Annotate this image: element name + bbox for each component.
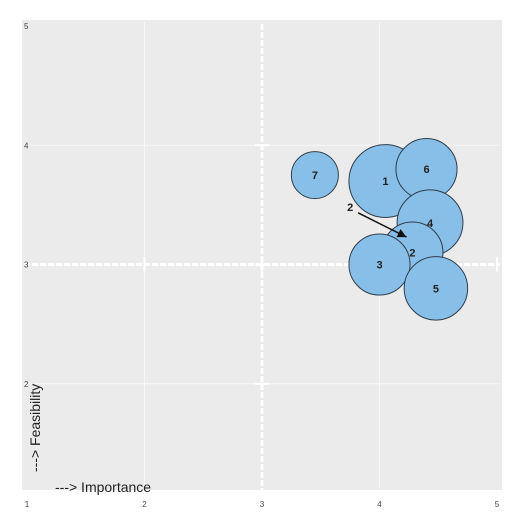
annotation-arrow <box>357 212 407 238</box>
bubble-5: 5 <box>403 256 469 321</box>
x-tick-label: 5 <box>495 500 500 509</box>
bubble-label: 4 <box>427 218 434 230</box>
y-tick-label: 4 <box>24 141 29 150</box>
x-tick-label: 3 <box>260 500 265 509</box>
x-tick-label: 2 <box>142 500 147 509</box>
annotation: 2 <box>347 202 407 238</box>
bubble-label: 6 <box>423 164 429 176</box>
bubble-circle <box>290 151 339 200</box>
y-tick-label: 3 <box>24 261 29 270</box>
y-axis-label: ---> Feasibility <box>27 384 43 472</box>
bubble-label: 2 <box>409 248 415 260</box>
bubbles: 7 1 6 4 2 3 5 <box>290 138 469 321</box>
tick-labels: 1 2 3 4 5 2 3 4 5 <box>24 22 500 509</box>
bubble-label: 3 <box>376 260 382 272</box>
bubble-circle <box>348 233 411 296</box>
bubble-7: 7 <box>290 151 339 200</box>
x-tick-label: 1 <box>25 500 30 509</box>
x-axis-label: ---> Importance <box>55 479 151 495</box>
bubble-3: 3 <box>348 233 411 296</box>
bubble-label: 1 <box>382 176 388 188</box>
annotation-label: 2 <box>347 202 353 214</box>
bubble-label: 5 <box>433 283 439 295</box>
x-tick-label: 4 <box>377 500 382 509</box>
y-tick-label: 5 <box>24 22 29 31</box>
bubble-circle <box>403 256 469 321</box>
bubble-label: 7 <box>312 170 318 182</box>
y-tick-label: 2 <box>24 380 29 389</box>
